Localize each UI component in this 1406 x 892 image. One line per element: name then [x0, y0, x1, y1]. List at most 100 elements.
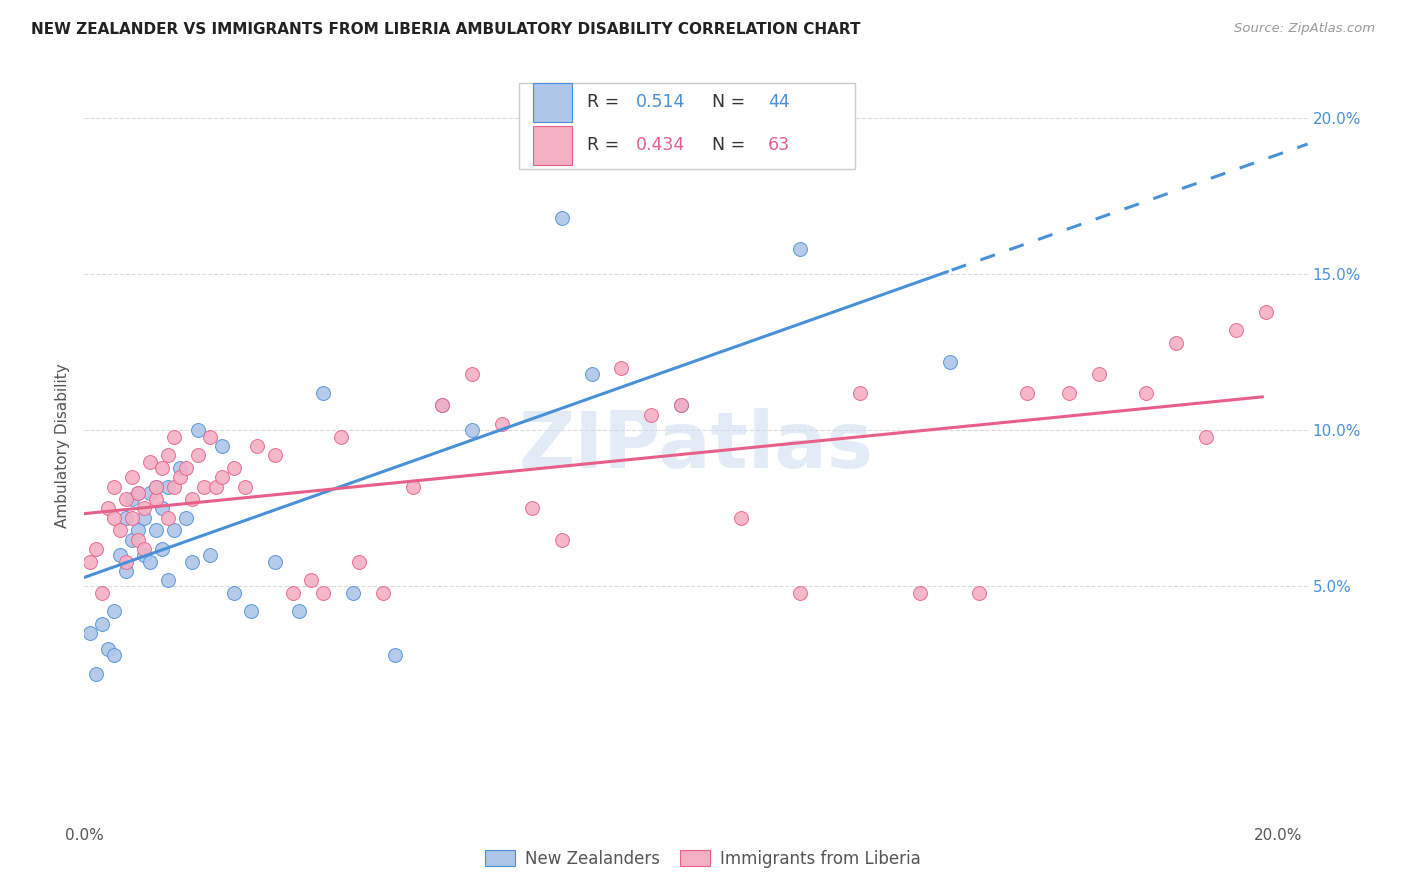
- Point: [193, 480, 215, 494]
- Point: [187, 424, 209, 438]
- Text: Source: ZipAtlas.com: Source: ZipAtlas.com: [1234, 22, 1375, 36]
- Text: 0.514: 0.514: [636, 94, 685, 112]
- Point: [235, 480, 257, 494]
- Point: [139, 455, 162, 469]
- Point: [121, 533, 143, 547]
- Point: [180, 554, 202, 569]
- Point: [640, 408, 662, 422]
- Point: [108, 548, 131, 563]
- Bar: [533, 127, 572, 165]
- Point: [312, 386, 335, 401]
- Point: [969, 586, 991, 600]
- Point: [938, 355, 960, 369]
- Point: [174, 461, 197, 475]
- Point: [222, 586, 245, 600]
- Point: [174, 510, 197, 524]
- Point: [1087, 368, 1109, 382]
- Point: [401, 480, 423, 494]
- Text: R =: R =: [588, 136, 624, 154]
- Legend: New Zealanders, Immigrants from Liberia: New Zealanders, Immigrants from Liberia: [478, 844, 928, 875]
- Point: [551, 211, 574, 226]
- Point: [849, 386, 872, 401]
- Point: [371, 586, 394, 600]
- Point: [198, 430, 221, 444]
- Point: [156, 510, 179, 524]
- Point: [91, 586, 114, 600]
- Point: [127, 523, 149, 537]
- Point: [103, 605, 125, 619]
- Point: [1135, 386, 1157, 401]
- Point: [121, 510, 143, 524]
- Point: [222, 461, 245, 475]
- Point: [132, 548, 155, 563]
- Point: [384, 648, 406, 662]
- Point: [132, 542, 155, 557]
- Point: [581, 368, 603, 382]
- Text: ZIPatlas: ZIPatlas: [519, 408, 873, 484]
- Point: [103, 510, 125, 524]
- Point: [1017, 386, 1039, 401]
- Point: [169, 470, 191, 484]
- Point: [187, 449, 209, 463]
- Point: [127, 485, 149, 500]
- Text: N =: N =: [700, 94, 751, 112]
- Point: [283, 586, 305, 600]
- Point: [908, 586, 931, 600]
- Text: 63: 63: [768, 136, 790, 154]
- Text: 0.434: 0.434: [636, 136, 685, 154]
- Point: [329, 430, 352, 444]
- Point: [163, 430, 186, 444]
- Point: [730, 510, 752, 524]
- Point: [211, 439, 233, 453]
- Point: [491, 417, 513, 432]
- Point: [520, 501, 543, 516]
- Point: [97, 501, 120, 516]
- Point: [299, 574, 322, 588]
- Point: [432, 398, 454, 412]
- Point: [461, 424, 484, 438]
- Point: [150, 542, 173, 557]
- Point: [1225, 324, 1247, 338]
- Point: [145, 523, 167, 537]
- Point: [84, 542, 107, 557]
- Point: [115, 510, 138, 524]
- Point: [432, 398, 454, 412]
- Point: [169, 461, 191, 475]
- Point: [163, 480, 186, 494]
- Point: [551, 533, 574, 547]
- Point: [115, 564, 138, 578]
- Point: [150, 461, 173, 475]
- Point: [1166, 336, 1188, 351]
- Point: [79, 626, 101, 640]
- Point: [789, 586, 811, 600]
- Point: [288, 605, 311, 619]
- Point: [97, 642, 120, 657]
- Point: [108, 523, 131, 537]
- Point: [103, 480, 125, 494]
- Point: [139, 485, 162, 500]
- Point: [342, 586, 364, 600]
- Point: [132, 510, 155, 524]
- Point: [127, 485, 149, 500]
- Point: [1195, 430, 1218, 444]
- Point: [91, 617, 114, 632]
- Point: [789, 243, 811, 257]
- Point: [204, 480, 226, 494]
- Point: [246, 439, 269, 453]
- Point: [115, 554, 138, 569]
- Point: [669, 398, 692, 412]
- Point: [121, 470, 143, 484]
- Point: [115, 492, 138, 507]
- Point: [669, 398, 692, 412]
- Point: [156, 449, 179, 463]
- Point: [121, 492, 143, 507]
- Point: [347, 554, 370, 569]
- Point: [156, 574, 179, 588]
- Text: 44: 44: [768, 94, 790, 112]
- Point: [139, 554, 162, 569]
- Point: [240, 605, 263, 619]
- Point: [610, 361, 633, 376]
- Point: [145, 492, 167, 507]
- Point: [132, 501, 155, 516]
- Text: NEW ZEALANDER VS IMMIGRANTS FROM LIBERIA AMBULATORY DISABILITY CORRELATION CHART: NEW ZEALANDER VS IMMIGRANTS FROM LIBERIA…: [31, 22, 860, 37]
